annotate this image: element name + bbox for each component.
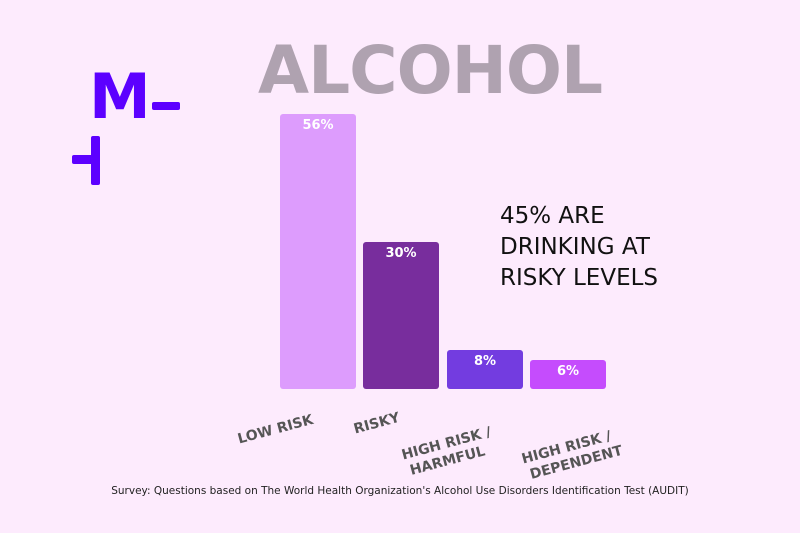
category-label-line: LOW RISK xyxy=(236,411,316,448)
annotation-line: RISKY LEVELS xyxy=(500,265,659,291)
annotation-line: 45% ARE xyxy=(500,203,605,229)
annotation: 45% ARE DRINKING AT RISKY LEVELS xyxy=(500,201,658,294)
logo-horizontal xyxy=(72,155,94,164)
category-label: RISKY xyxy=(352,410,402,439)
category-label: HIGH RISK / DEPENDENT xyxy=(520,426,625,485)
annotation-line: DRINKING AT xyxy=(500,234,650,260)
category-label: HIGH RISK / HARMFUL xyxy=(400,424,498,481)
logo-dash xyxy=(152,102,180,110)
data-label: 6% xyxy=(556,363,580,379)
bar-1: 56% xyxy=(280,114,356,389)
bar-2: 30% xyxy=(363,241,439,389)
logo-vertical xyxy=(91,136,100,185)
data-label: 56% xyxy=(302,118,334,133)
bar-4: 6% xyxy=(530,359,606,389)
data-label: 30% xyxy=(385,245,417,261)
category-label: LOW RISK xyxy=(236,412,315,448)
bar-3: 8% xyxy=(447,349,523,389)
source-note: Survey: Questions based on The World Hea… xyxy=(111,485,689,497)
category-label-line: RISKY xyxy=(352,409,402,438)
logo-letter: M xyxy=(89,60,151,133)
chart-title: ALCOHOL xyxy=(258,32,603,109)
data-label: 8% xyxy=(473,353,497,369)
